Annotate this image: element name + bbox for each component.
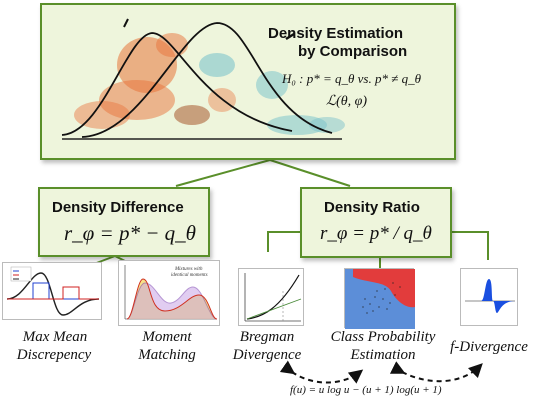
cpe-label-line1: Class Probability (330, 329, 436, 345)
fdiv-plot (465, 279, 515, 313)
fdiv-label: f-Divergence (450, 339, 528, 355)
density-ratio-box: Density Ratio r_φ = p* / q_θ (300, 187, 452, 258)
mmd-label-line2: Discrepency (16, 347, 92, 363)
density-difference-box: Density Difference r_φ = p* − q_θ (38, 187, 210, 257)
density-difference-title: Density Difference (52, 199, 184, 216)
bregman-label-line1: Bregman (239, 329, 295, 345)
cpe-thumbnail (344, 268, 415, 329)
moment-note-line1: Mixtures with (175, 267, 203, 272)
moment-plot (124, 265, 218, 320)
bregman-label-line2: Divergence (232, 347, 302, 363)
cpe-label-line2: Estimation (350, 347, 416, 363)
mmd-label-line1: Max Mean (22, 329, 88, 345)
density-curves-illustration (61, 18, 345, 140)
top-title-line1: Density Estimation (268, 25, 404, 42)
density-ratio-formula: r_φ = p* / q_θ (320, 223, 432, 244)
loss-formula: ℒ(θ, φ) (326, 94, 368, 109)
density-difference-formula: r_φ = p* − q_θ (64, 221, 196, 245)
moment-label-line2: Matching (138, 347, 196, 363)
mmd-thumbnail (2, 262, 102, 320)
bottom-formula: f(u) = u log u − (u + 1) log(u + 1) (290, 384, 442, 396)
top-title-line2: by Comparison (298, 43, 408, 60)
moment-thumbnail: Mixtures with identical moments (118, 260, 220, 326)
moment-note-line2: identical moments (171, 273, 208, 278)
mmd-plot (6, 266, 100, 316)
density-estimation-box: Density Estimation by Comparison H₀ : p*… (40, 3, 456, 160)
bregman-thumbnail (238, 268, 304, 326)
cpe-plot (345, 269, 415, 329)
bregman-plot (244, 273, 302, 322)
density-ratio-title: Density Ratio (324, 199, 420, 216)
moment-label-line1: Moment (142, 329, 192, 345)
fdiv-thumbnail (460, 268, 518, 326)
hypothesis-formula: H₀ : p* = q_θ vs. p* ≠ q_θ (282, 71, 421, 86)
